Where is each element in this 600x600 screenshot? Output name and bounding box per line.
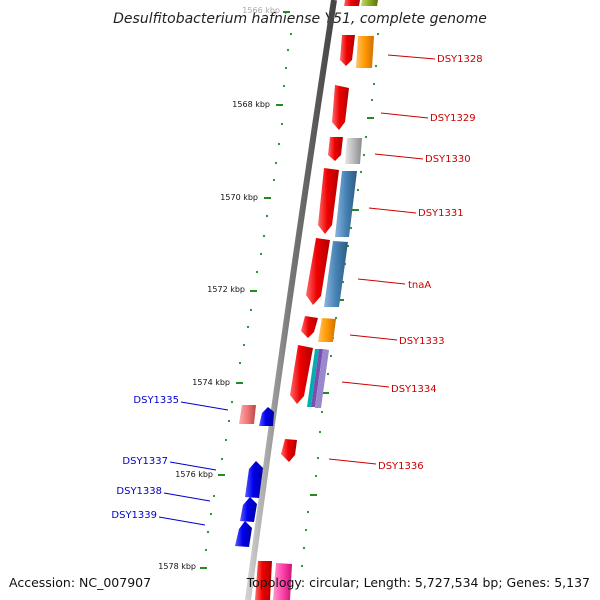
gene-arrow-red[interactable] — [290, 345, 313, 404]
leader-line — [328, 458, 377, 465]
gene-arrow-salmon[interactable] — [239, 405, 256, 424]
gene-arrow-red[interactable] — [281, 439, 297, 462]
inner-dotted-scale — [300, 32, 380, 568]
gene-arrow-orange[interactable] — [356, 36, 374, 68]
genome-title: Desulfitobacterium hafniense Y51, comple… — [113, 11, 487, 27]
genome-backbone — [245, 0, 337, 600]
tick-mark — [218, 474, 225, 476]
tick-mark — [236, 382, 243, 384]
gene-arrow-purple[interactable] — [311, 349, 323, 407]
tick-label: 1572 kbp — [207, 285, 245, 294]
gene-arrow-olive[interactable] — [361, 0, 378, 6]
gene-label[interactable]: DSY1330 — [425, 154, 471, 165]
leader-line — [380, 112, 429, 119]
right-gene-labels: DSY1328 DSY1329 DSY1330 DSY1331 tnaA DSY… — [328, 54, 483, 472]
gene-label[interactable]: tnaA — [408, 280, 431, 291]
topology-text: Topology: circular; Length: 5,727,534 bp… — [246, 575, 590, 590]
gene-label[interactable]: DSY1338 — [116, 486, 162, 497]
gene-arrow-red[interactable] — [255, 561, 272, 600]
leader-line — [357, 278, 406, 285]
tick-label: 1566 kbp — [242, 6, 280, 15]
leader-line — [387, 54, 436, 60]
tick-label: 1570 kbp — [220, 193, 258, 202]
leader-line — [374, 153, 424, 160]
gene-label[interactable]: DSY1339 — [111, 510, 157, 521]
tick-label: 1578 kbp — [158, 562, 196, 571]
tick-mark — [250, 290, 257, 292]
gene-arrow-blue[interactable] — [235, 521, 252, 547]
gene-arrow-blue[interactable] — [245, 461, 263, 498]
leader-line — [341, 381, 390, 388]
gene-arrow-grey[interactable] — [345, 138, 362, 164]
gene-arrow-lavender[interactable] — [315, 349, 329, 408]
gene-arrow-orange[interactable] — [318, 318, 336, 342]
leader-line — [169, 461, 217, 471]
gene-label[interactable]: DSY1328 — [437, 54, 483, 65]
tick-mark — [264, 197, 271, 199]
gene-arrow-red[interactable] — [332, 85, 349, 130]
gene-label[interactable]: DSY1329 — [430, 113, 476, 124]
gene-arrow-steelblue[interactable] — [335, 171, 357, 237]
tick-mark — [200, 567, 207, 569]
leader-line — [158, 516, 206, 526]
outer-dotted-scale — [204, 32, 293, 552]
gene-arrow-blue[interactable] — [240, 497, 257, 522]
leader-line — [368, 207, 417, 214]
leader-line — [180, 401, 229, 411]
gene-label[interactable]: DSY1331 — [418, 208, 464, 219]
tick-label: 1568 kbp — [232, 100, 270, 109]
tick-mark — [276, 104, 283, 106]
gene-label[interactable]: DSY1334 — [391, 384, 437, 395]
gene-label[interactable]: DSY1337 — [122, 456, 168, 467]
accession-text: Accession: NC_007907 — [9, 575, 151, 590]
gene-arrow-red[interactable] — [344, 0, 360, 6]
gene-arrow-red[interactable] — [328, 137, 343, 161]
gene-arrow-red[interactable] — [340, 35, 355, 66]
left-gene-labels: DSY1335 DSY1337 DSY1338 DSY1339 — [111, 395, 229, 526]
scale-ticks: 1566 kbp 1568 kbp 1570 kbp 1572 kbp 1574… — [158, 6, 290, 571]
tick-mark — [283, 11, 290, 13]
gene-label[interactable]: DSY1336 — [378, 461, 424, 472]
gene-arrow-blue[interactable] — [259, 407, 274, 426]
gene-arrow-steelblue[interactable] — [324, 241, 348, 307]
reverse-strand-genes — [235, 405, 274, 547]
gene-arrow-red[interactable] — [301, 316, 318, 338]
leader-line — [163, 492, 211, 502]
gene-arrow-red[interactable] — [306, 238, 330, 305]
gene-arrow-red[interactable] — [318, 168, 339, 234]
gene-arrow-pink[interactable] — [273, 563, 292, 600]
gene-label[interactable]: DSY1335 — [133, 395, 179, 406]
tick-label: 1576 kbp — [175, 470, 213, 479]
forward-strand-genes — [255, 0, 378, 600]
leader-line — [349, 334, 398, 341]
gene-arrow-cyan[interactable] — [307, 349, 319, 407]
gene-label[interactable]: DSY1333 — [399, 336, 445, 347]
tick-label: 1574 kbp — [192, 378, 230, 387]
